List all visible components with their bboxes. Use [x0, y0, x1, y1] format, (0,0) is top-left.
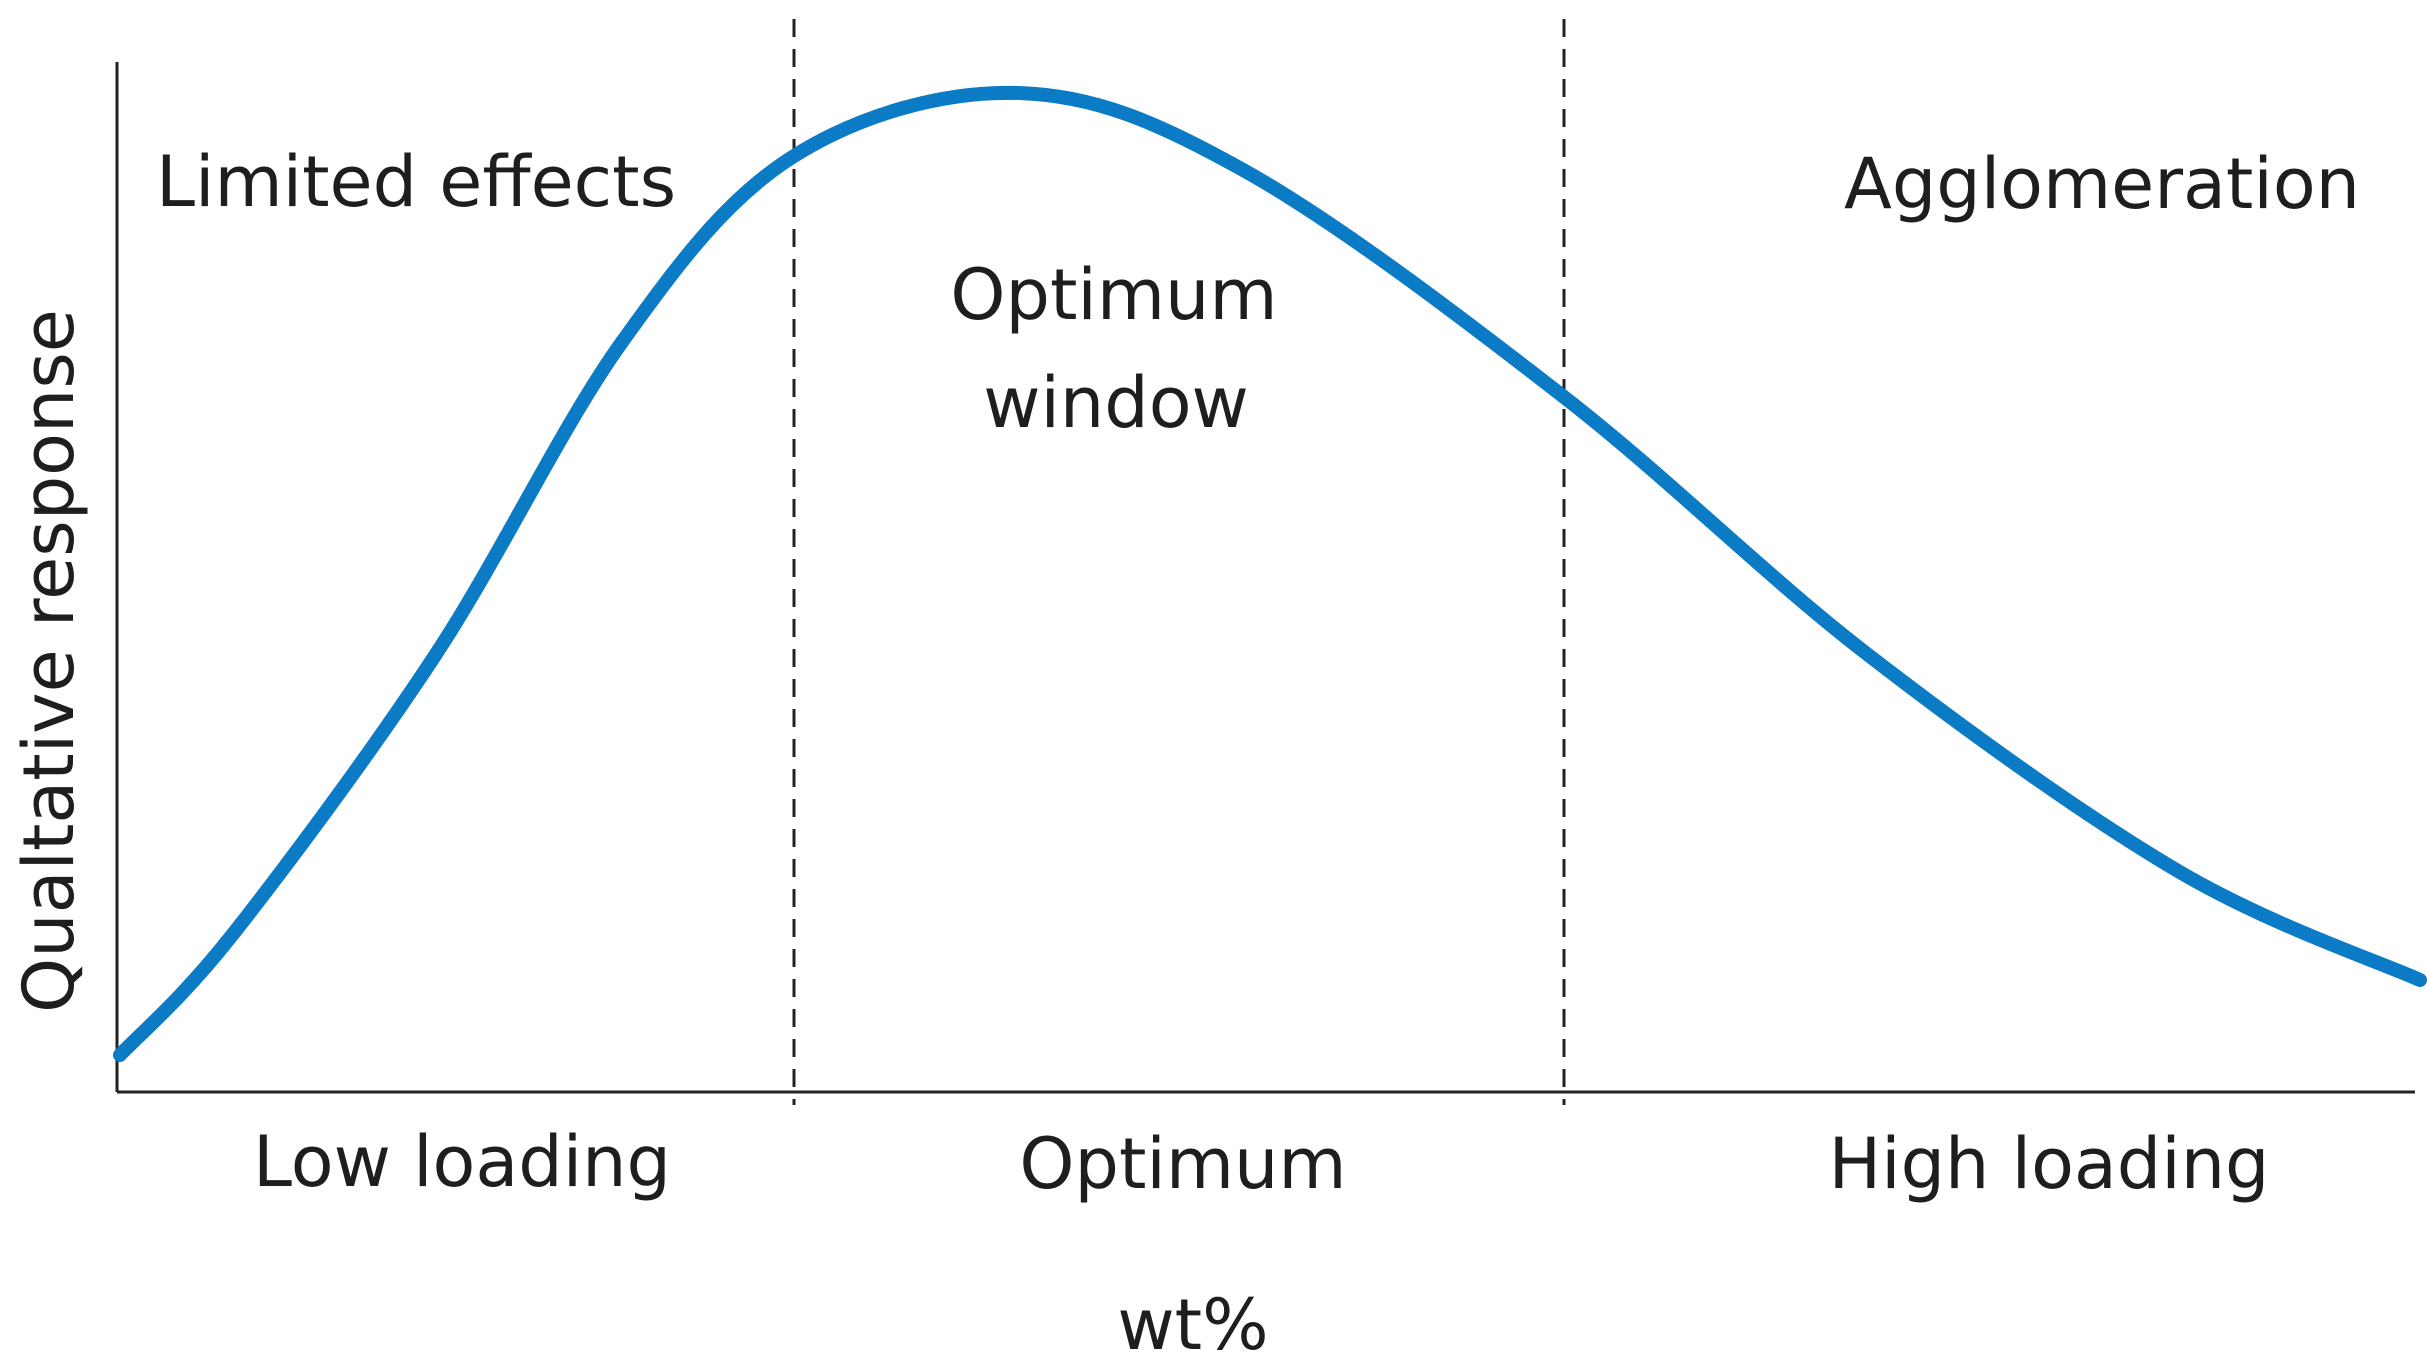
region-annotation: Optimum: [950, 254, 1277, 336]
range-label: Optimum: [1019, 1123, 1346, 1205]
range-label: Low loading: [253, 1121, 671, 1203]
region-annotation: Limited effects: [156, 141, 676, 223]
y-axis-label: Qualtative response: [8, 309, 90, 1013]
region-annotation: window: [983, 362, 1249, 444]
region-annotation: Agglomeration: [1844, 143, 2360, 225]
range-label: High loading: [1829, 1123, 2270, 1205]
x-axis-label: wt%: [1117, 1284, 1268, 1366]
response-curve: [113, 85, 2427, 1062]
